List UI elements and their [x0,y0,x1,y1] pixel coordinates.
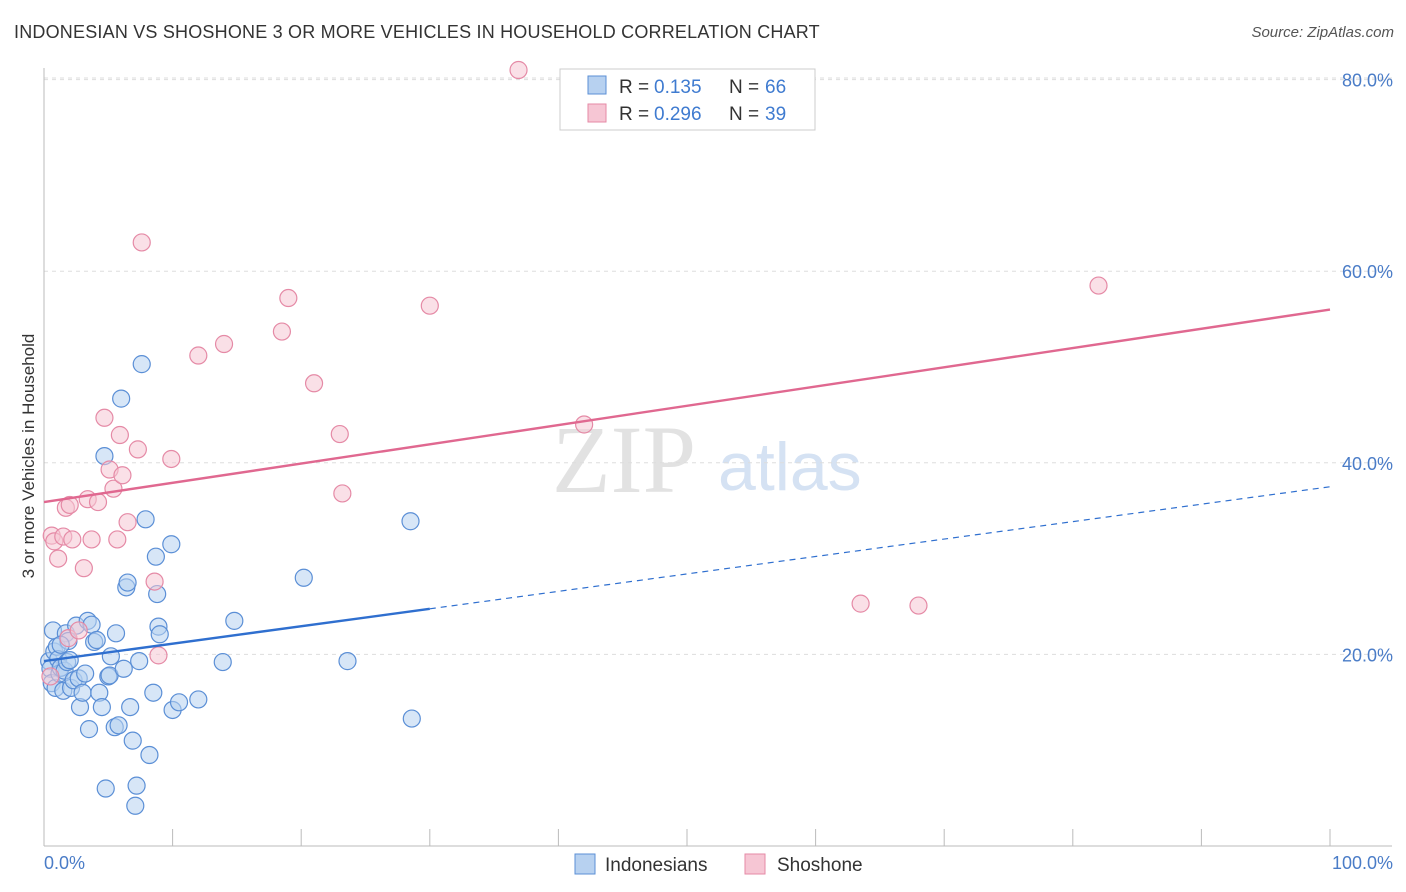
indonesian-point-63 [401,512,420,531]
indonesian-point-42 [121,697,140,717]
indonesian-point-41 [118,573,137,592]
shoshone-point-32 [333,484,352,503]
x-tick-label-right: 100.0% [1332,853,1393,873]
shoshone-point-30 [304,374,324,393]
source-label: Source: ZipAtlas.com [1251,24,1394,41]
indonesian-point-27 [87,630,106,650]
shoshone-point-10 [74,559,93,578]
y-tick-label-80: 80.0% [1342,71,1393,91]
x-axis-ticks [43,829,1331,846]
indonesian-point-57 [169,693,189,712]
y-tick-label-40: 40.0% [1342,454,1393,474]
shoshone-point-3 [49,549,68,568]
indonesian-point-45 [127,776,146,795]
shoshone-point-8 [63,530,82,549]
chart-title: INDONESIAN VS SHOSHONE 3 OR MORE VEHICLE… [14,22,820,42]
legend-n-label-2: N = [729,104,759,125]
indonesian-point-50 [144,683,163,702]
indonesian-point-36 [106,624,126,643]
watermark-atlas: atlas [718,429,862,505]
x-tick-label-left: 0.0% [44,853,85,873]
indonesian-point-46 [130,652,149,671]
series-legend: Indonesians Shoshone [574,853,863,876]
bottom-legend-label-shoshone: Shoshone [777,855,863,876]
y-tick-label-60: 60.0% [1342,262,1393,282]
shoshone-point-35 [575,415,594,434]
series-shoshone [41,60,1108,686]
indonesian-point-54 [150,625,169,644]
indonesian-point-37 [109,716,128,735]
shoshone-point-37 [909,596,928,615]
legend-n-value-1: 66 [765,77,786,98]
indonesian-point-22 [76,664,95,683]
shoshone-point-34 [509,60,528,80]
shoshone-point-12 [82,530,101,549]
indonesian-point-43 [123,731,142,750]
indonesian-point-44 [126,796,145,815]
shoshone-point-0 [41,667,60,686]
legend-n-value-2: 39 [765,104,786,125]
stats-legend: R = 0.135 N = 66 R = 0.296 N = 39 [559,68,816,131]
bottom-legend-swatch-shoshone [744,853,766,875]
shoshone-point-22 [132,233,151,252]
shoshone-point-20 [118,513,137,532]
indonesian-trend-line-extension [429,486,1331,610]
shoshone-point-29 [279,288,298,308]
grid-lines [44,77,1392,655]
legend-r-value-2: 0.296 [654,104,702,125]
shoshone-point-28 [272,322,292,341]
bottom-legend-label-indonesians: Indonesians [605,855,707,876]
indonesian-point-15 [60,651,79,670]
shoshone-point-38 [1089,276,1108,295]
indonesian-trend-line [43,607,430,663]
y-tick-label-20: 20.0% [1342,645,1393,665]
indonesian-point-51 [146,547,165,566]
shoshone-point-36 [851,594,870,613]
indonesian-point-60 [225,611,244,630]
y-tick-labels: 20.0% 40.0% 60.0% 80.0% [1342,71,1393,666]
indonesian-point-49 [140,745,159,765]
indonesian-point-64 [402,709,421,728]
legend-r-label-2: R = [619,104,649,125]
shoshone-point-25 [162,449,181,469]
legend-r-label-1: R = [619,77,649,98]
indonesian-point-47 [132,355,151,374]
legend-swatch-shoshone [587,103,607,123]
shoshone-point-18 [110,425,129,445]
trend-lines [43,308,1331,663]
indonesian-point-38 [112,389,131,408]
legend-n-label-1: N = [729,77,759,98]
shoshone-point-17 [108,530,127,549]
shoshone-point-9 [69,621,88,640]
shoshone-point-13 [88,492,108,512]
shoshone-point-19 [113,466,132,485]
indonesian-point-62 [338,652,357,671]
shoshone-point-21 [128,440,147,459]
indonesian-point-31 [96,779,115,798]
shoshone-point-31 [330,424,349,444]
indonesian-point-58 [189,690,208,709]
shoshone-point-26 [189,346,208,365]
shoshone-point-33 [420,296,439,315]
shoshone-point-24 [149,646,168,665]
indonesian-point-29 [92,697,111,717]
shoshone-point-27 [214,334,234,354]
indonesian-point-48 [136,510,155,529]
indonesian-point-39 [114,659,133,678]
indonesian-point-59 [213,652,232,672]
indonesian-point-24 [79,720,99,739]
bottom-legend-swatch-indonesians [574,853,596,875]
indonesian-point-55 [162,535,181,554]
y-axis-title: 3 or more Vehicles in Household [19,334,38,579]
shoshone-trend-line [43,308,1331,504]
indonesian-point-21 [73,683,92,702]
series-indonesians [40,355,421,815]
shoshone-point-23 [145,572,164,591]
shoshone-point-7 [60,495,79,515]
indonesian-point-61 [294,568,313,587]
legend-swatch-indonesians [587,75,607,95]
shoshone-point-14 [95,408,114,427]
legend-r-value-1: 0.135 [654,77,702,98]
